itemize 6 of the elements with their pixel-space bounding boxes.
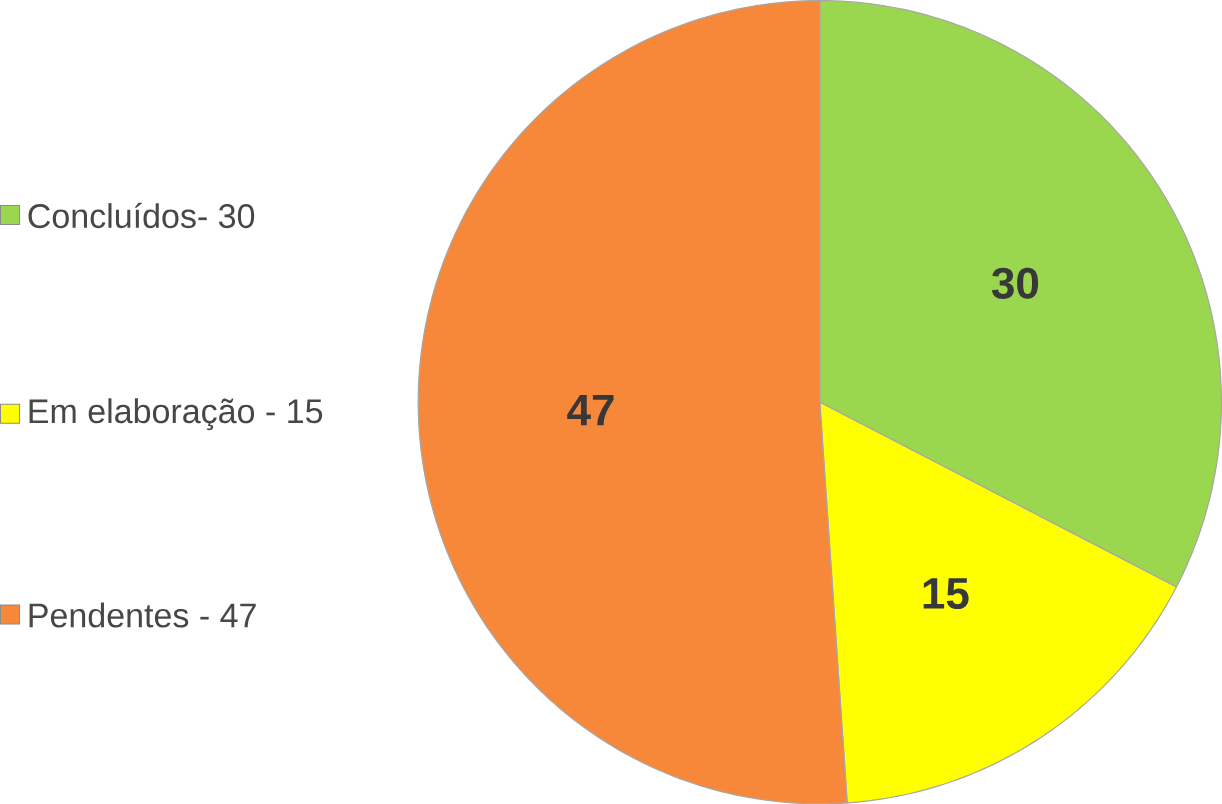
legend-label: Concluídos- 30 bbox=[28, 202, 255, 228]
legend-label: Pendentes - 47 bbox=[29, 602, 256, 628]
data-label: 15 bbox=[923, 578, 969, 609]
legend-label: Em elaboração - 15 bbox=[29, 398, 323, 430]
data-label: 30 bbox=[991, 267, 1039, 299]
data-label: 47 bbox=[567, 394, 614, 425]
